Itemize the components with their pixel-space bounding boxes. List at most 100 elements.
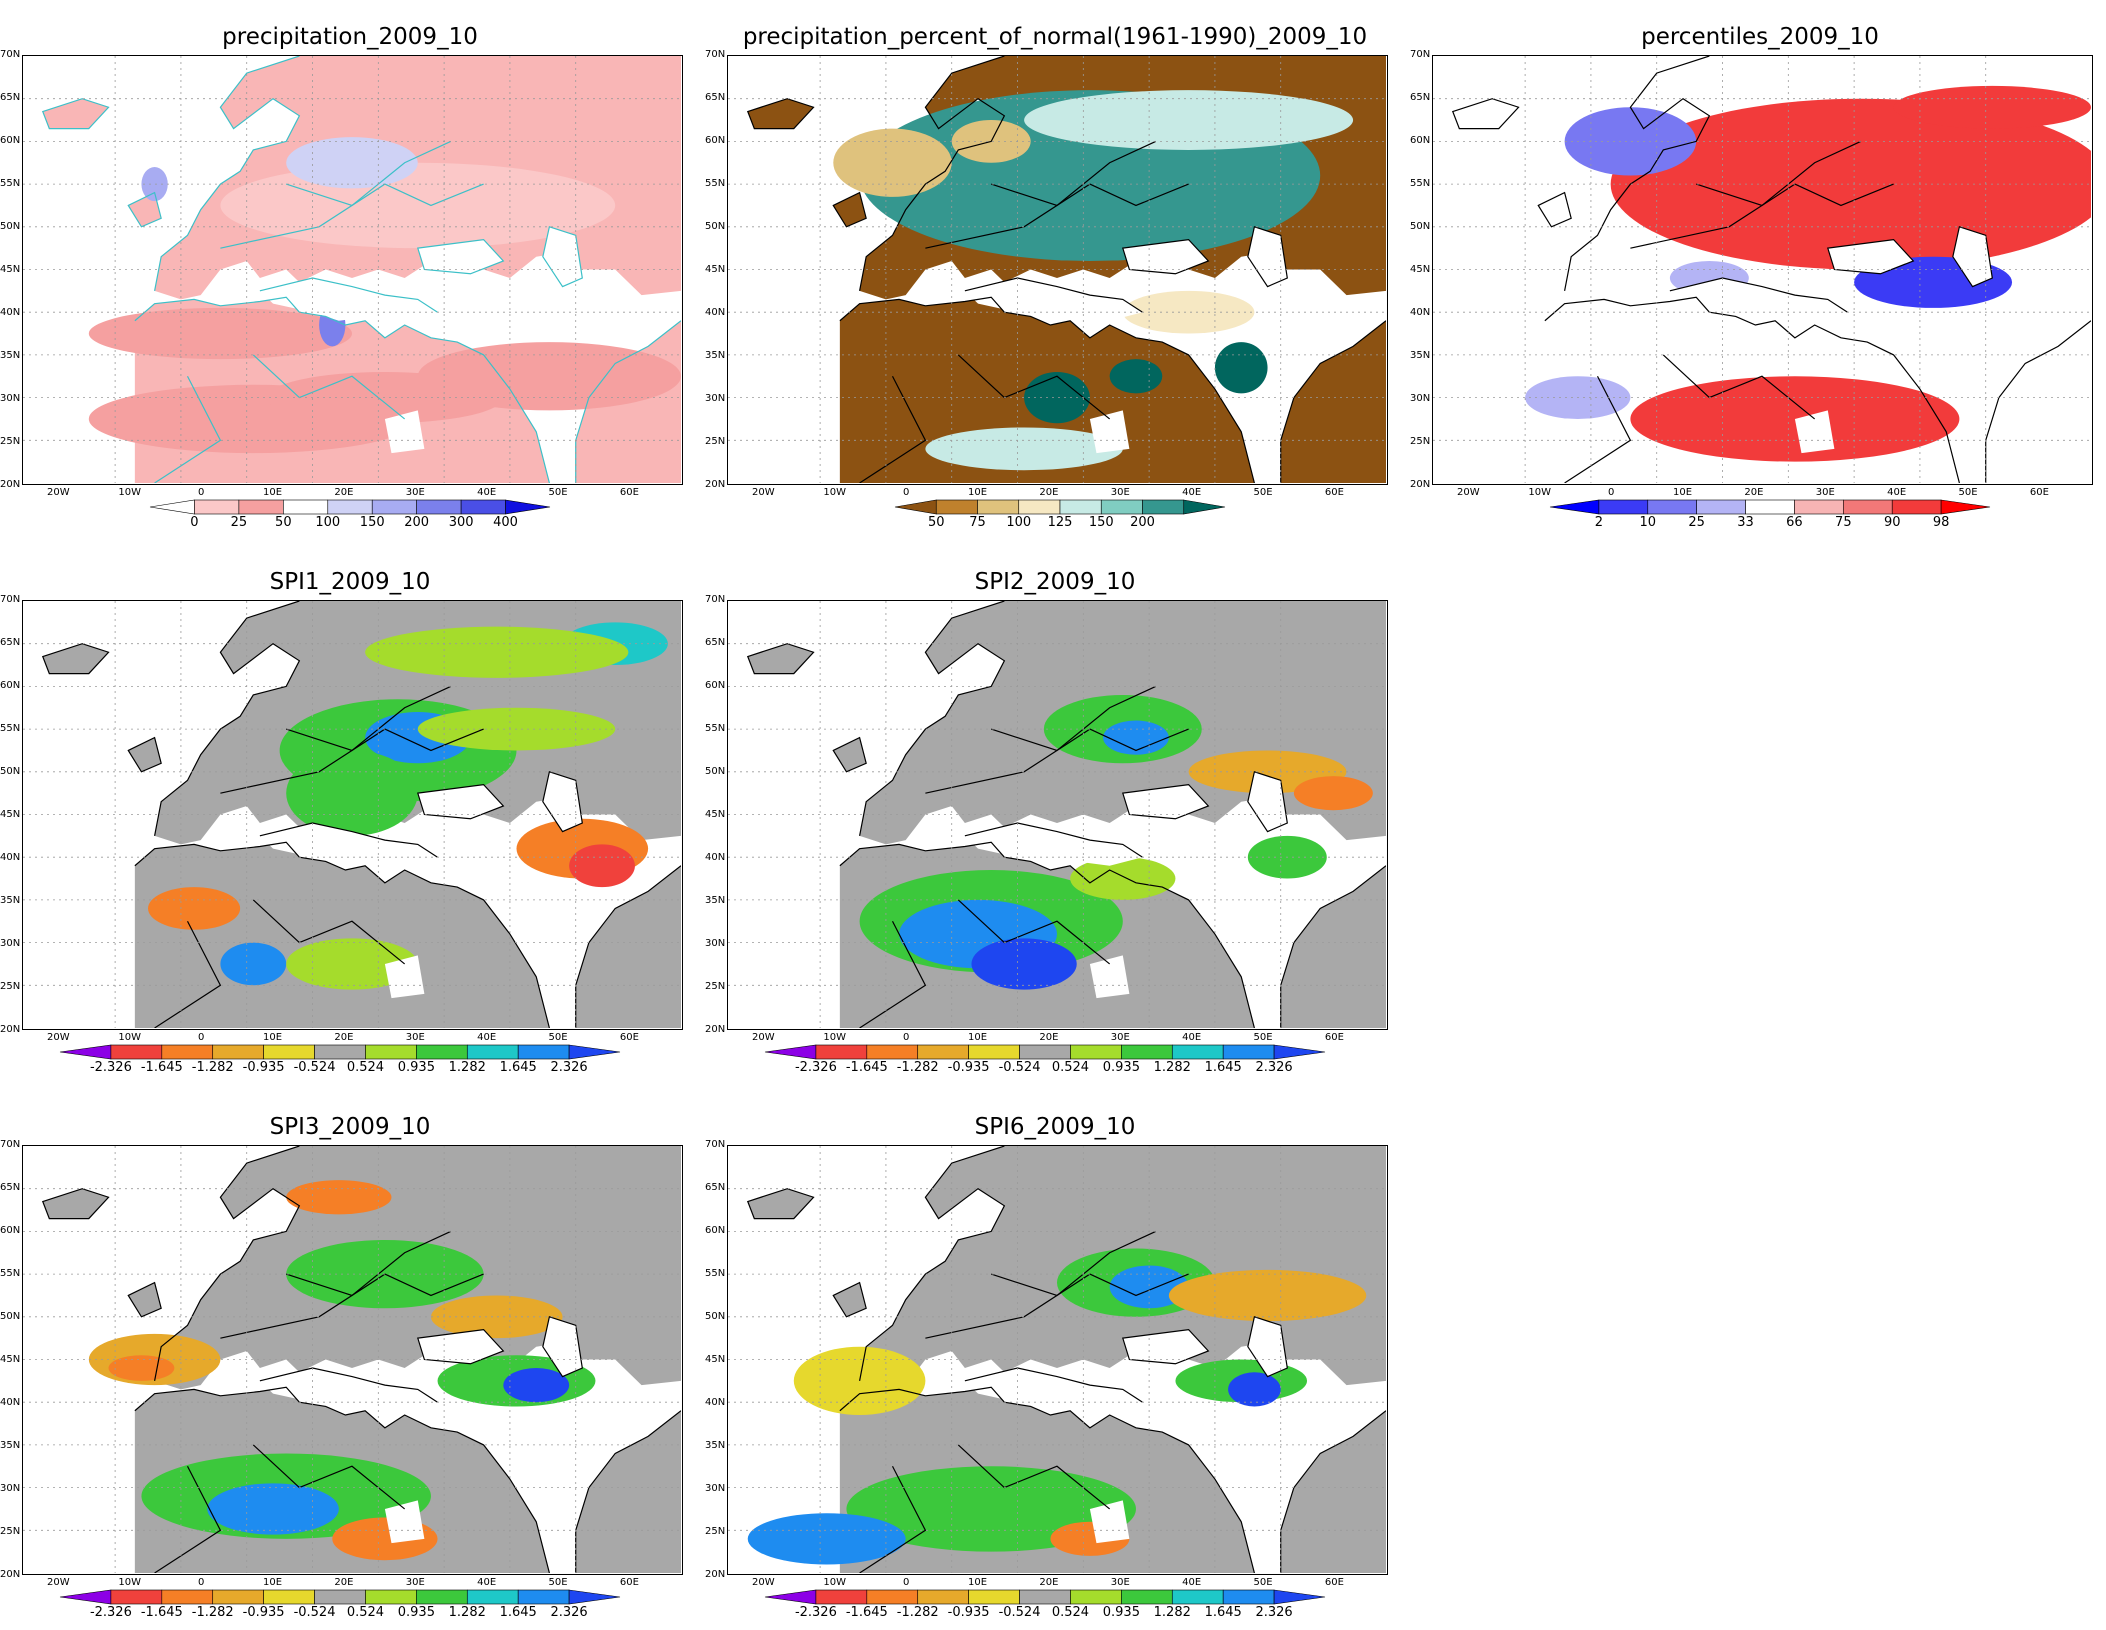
- coastline: [833, 738, 866, 772]
- coastline: [1828, 240, 1914, 274]
- colorbar-label: 2: [1594, 515, 1604, 530]
- coastline: [748, 644, 814, 674]
- colorbar: -2.326 -1.645 -1.282 -0.935 -0.524 0.524 0.935…: [764, 1044, 1326, 1075]
- coastline: [43, 644, 109, 674]
- sea-mask: [259, 1368, 438, 1411]
- colorbar-swatch: [460, 499, 506, 515]
- colorbar-swatch: [764, 1044, 817, 1060]
- lon-tick-label: 30E: [1110, 487, 1130, 498]
- sea-mask: [384, 1500, 425, 1544]
- colorbar-swatch: [977, 499, 1020, 515]
- coastline: [748, 99, 814, 129]
- sea-mask: [384, 410, 425, 454]
- contour-region: [1070, 857, 1176, 900]
- contour-region: [207, 1483, 339, 1535]
- lat-tick-label: 40N: [0, 852, 21, 863]
- colorbar-label: -1.282: [191, 1060, 234, 1075]
- colorbar-swatch: [815, 1589, 868, 1605]
- coastline: [860, 601, 1005, 836]
- sea-mask: [417, 784, 504, 819]
- contour-region: [569, 844, 635, 888]
- lat-tick-label: 40N: [0, 1397, 21, 1408]
- colorbar-swatch: [327, 499, 373, 515]
- colorbar-label: 150: [359, 515, 385, 530]
- lat-tick-label: 45N: [0, 809, 21, 820]
- colorbar-label: 66: [1786, 515, 1803, 530]
- lon-tick-label: 10E: [262, 1577, 283, 1588]
- lon-tick-label: 20E: [1744, 487, 1764, 498]
- colorbar-swatch: [212, 1044, 264, 1060]
- map-canvas: [23, 601, 681, 1028]
- lat-tick-label: 50N: [705, 1311, 726, 1322]
- lon-tick-label: 0: [902, 487, 910, 498]
- colorbar-label: 2.326: [1255, 1060, 1293, 1075]
- colorbar-label: -2.326: [794, 1605, 837, 1620]
- colorbar-label: -0.524: [293, 1060, 336, 1075]
- colorbar-swatch: [1121, 1589, 1173, 1605]
- coastline: [840, 842, 1255, 1028]
- coastline: [260, 278, 438, 312]
- lat-tick-label: 60N: [705, 1225, 726, 1236]
- colorbar-swatch: [1891, 499, 1942, 515]
- colorbar-swatch: [149, 499, 195, 515]
- colorbar-swatch: [416, 1044, 468, 1060]
- map-area: [727, 55, 1388, 485]
- lon-tick-label: 0: [197, 1577, 205, 1588]
- lon-tick-label: 50E: [1253, 487, 1273, 498]
- colorbar-label: 1.282: [1153, 1605, 1191, 1620]
- coastline: [543, 772, 582, 832]
- lat-tick-label: 55N: [705, 1268, 726, 1279]
- lat-tick-label: 50N: [0, 221, 21, 232]
- sea-mask: [259, 278, 438, 321]
- colorbar-swatch: [866, 1044, 919, 1060]
- colorbar-label: 0.935: [1102, 1060, 1140, 1075]
- colorbar-swatch: [1142, 499, 1185, 515]
- lon-tick-label: 60E: [1324, 487, 1344, 498]
- lat-tick-label: 45N: [1410, 264, 1431, 275]
- lat-tick-label: 40N: [0, 307, 21, 318]
- contour-region: [793, 1346, 926, 1416]
- colorbar-label: -1.282: [191, 1605, 234, 1620]
- colorbar-label: -1.645: [845, 1060, 888, 1075]
- colorbar-swatch: [110, 1589, 163, 1605]
- panel-title: SPI3_2009_10: [269, 1114, 431, 1140]
- sea-mask: [1952, 226, 1993, 287]
- colorbar-label: -0.524: [293, 1605, 336, 1620]
- contour-region: [925, 427, 1123, 471]
- coastline: [128, 193, 161, 227]
- colorbar-label: 2.326: [550, 1605, 588, 1620]
- colorbar-label: -0.935: [242, 1060, 285, 1075]
- coastline: [965, 278, 1143, 312]
- sea-mask: [542, 771, 583, 832]
- coastline: [1545, 297, 1960, 483]
- lat-tick-label: 40N: [705, 852, 726, 863]
- lon-tick-label: 10E: [1672, 487, 1693, 498]
- sea-mask: [417, 1329, 504, 1364]
- contour-region: [1103, 720, 1169, 755]
- coastline: [860, 56, 1005, 291]
- lon-tick-label: 20E: [1039, 1577, 1059, 1588]
- colorbar-label: -1.282: [896, 1605, 939, 1620]
- sea-mask: [542, 226, 583, 287]
- coastline: [418, 240, 504, 274]
- colorbar: -2.326 -1.645 -1.282 -0.935 -0.524 0.524 0.935…: [59, 1589, 621, 1620]
- lat-tick-label: 50N: [705, 766, 726, 777]
- coastline: [43, 1189, 109, 1219]
- lon-tick-label: 50E: [1958, 487, 1978, 498]
- lat-tick-label: 30N: [705, 1483, 726, 1494]
- lon-tick-label: 20W: [752, 1577, 775, 1588]
- lon-tick-label: 10W: [823, 487, 847, 498]
- coastline: [43, 99, 109, 129]
- lat-tick-label: 35N: [705, 1440, 726, 1451]
- lon-tick-label: 10W: [118, 1577, 142, 1588]
- lat-tick-label: 65N: [1410, 92, 1431, 103]
- contour-region: [220, 942, 287, 986]
- contour-region: [1228, 1372, 1281, 1407]
- colorbar-label: -1.282: [896, 1060, 939, 1075]
- sea-mask: [1247, 226, 1288, 287]
- lat-tick-label: 45N: [705, 264, 726, 275]
- lat-tick-label: 25N: [0, 436, 21, 447]
- lon-tick-label: 10E: [262, 1032, 283, 1043]
- colorbar-label: 1.282: [448, 1605, 486, 1620]
- lat-tick-label: 20N: [1410, 479, 1431, 490]
